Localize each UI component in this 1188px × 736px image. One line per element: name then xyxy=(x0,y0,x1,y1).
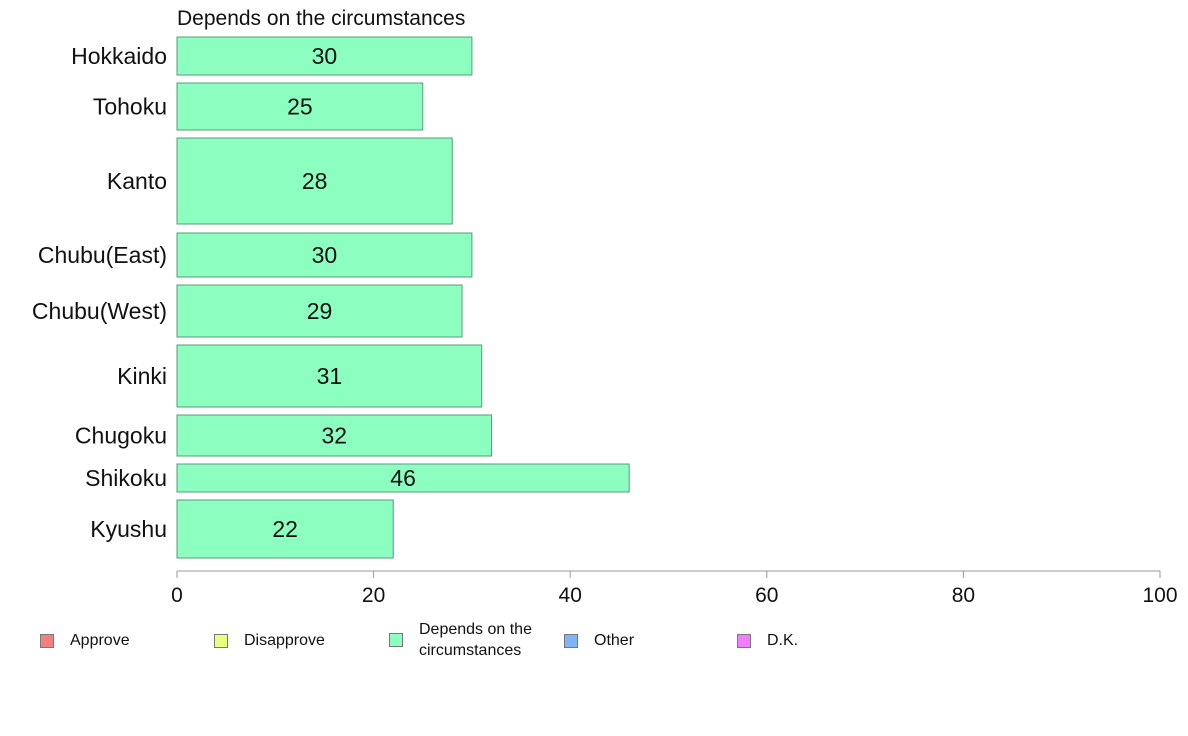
bar-kinki xyxy=(176,344,483,408)
legend-swatch-approve xyxy=(40,633,54,648)
legend-item-depends: Depends on the circumstances xyxy=(389,619,559,661)
bar-shikoku xyxy=(176,463,630,493)
legend-item-dk: D.K. xyxy=(737,630,798,651)
category-label-chubu-west: Chubu(West) xyxy=(32,298,167,324)
x-tick-label-20: 20 xyxy=(362,584,385,607)
category-label-kinki: Kinki xyxy=(117,363,167,389)
category-label-hokkaido: Hokkaido xyxy=(71,43,167,69)
legend-label-other: Other xyxy=(594,632,635,649)
bar-chart: Depends on the circumstances 30 Hokkaido 2… xyxy=(32,7,1178,607)
legend-item-approve: Approve xyxy=(40,630,130,651)
bar-tohoku xyxy=(176,82,424,131)
bar-value-shikoku: 46 xyxy=(390,465,416,491)
legend-item-disapprove: Disapprove xyxy=(214,630,325,651)
x-tick-label-40: 40 xyxy=(559,584,582,607)
legend-swatch-dk xyxy=(737,633,751,648)
bars-group: 30 Hokkaido 25 Tohoku 28 Kanto 30 Chubu(East) 29… xyxy=(32,36,630,559)
x-tick-label-0: 0 xyxy=(171,584,183,607)
x-axis: 0 20 40 60 80 100 xyxy=(171,570,1178,607)
legend-swatch-other xyxy=(564,633,578,648)
bar-value-kyushu: 22 xyxy=(272,516,298,542)
category-label-kanto: Kanto xyxy=(107,168,167,194)
category-label-kyushu: Kyushu xyxy=(90,516,167,542)
bar-chubu-west xyxy=(176,284,463,338)
legend-label-disapprove: Disapprove xyxy=(244,632,325,649)
bar-chugoku xyxy=(176,414,493,457)
legend-swatch-depends xyxy=(389,633,403,647)
bar-hokkaido xyxy=(176,36,473,76)
bar-value-chugoku: 32 xyxy=(321,423,347,449)
bar-kyushu xyxy=(176,499,394,559)
bar-chubu-east xyxy=(176,232,473,278)
bar-kanto xyxy=(176,137,453,225)
chart-title: Depends on the circumstances xyxy=(177,7,465,30)
legend: Approve Disapprove Depends on the circum… xyxy=(0,618,1188,668)
category-label-shikoku: Shikoku xyxy=(85,465,167,491)
legend-item-other: Other xyxy=(564,630,634,651)
bar-value-kanto: 28 xyxy=(302,168,328,194)
category-label-chubu-east: Chubu(East) xyxy=(38,242,167,268)
bar-value-kinki: 31 xyxy=(317,363,343,389)
x-tick-label-60: 60 xyxy=(755,584,778,607)
legend-label-approve: Approve xyxy=(70,632,130,649)
bar-value-hokkaido: 30 xyxy=(312,43,338,69)
legend-label-depends: Depends on the circumstances xyxy=(419,621,532,659)
bar-value-chubu-east: 30 xyxy=(312,242,338,268)
bar-value-chubu-west: 29 xyxy=(307,298,333,324)
x-tick-label-80: 80 xyxy=(952,584,975,607)
x-tick-label-100: 100 xyxy=(1142,584,1177,607)
category-label-tohoku: Tohoku xyxy=(93,94,167,120)
category-label-chugoku: Chugoku xyxy=(75,423,167,449)
legend-label-dk: D.K. xyxy=(767,632,799,649)
legend-swatch-disapprove xyxy=(214,633,228,648)
bar-value-tohoku: 25 xyxy=(287,94,313,120)
